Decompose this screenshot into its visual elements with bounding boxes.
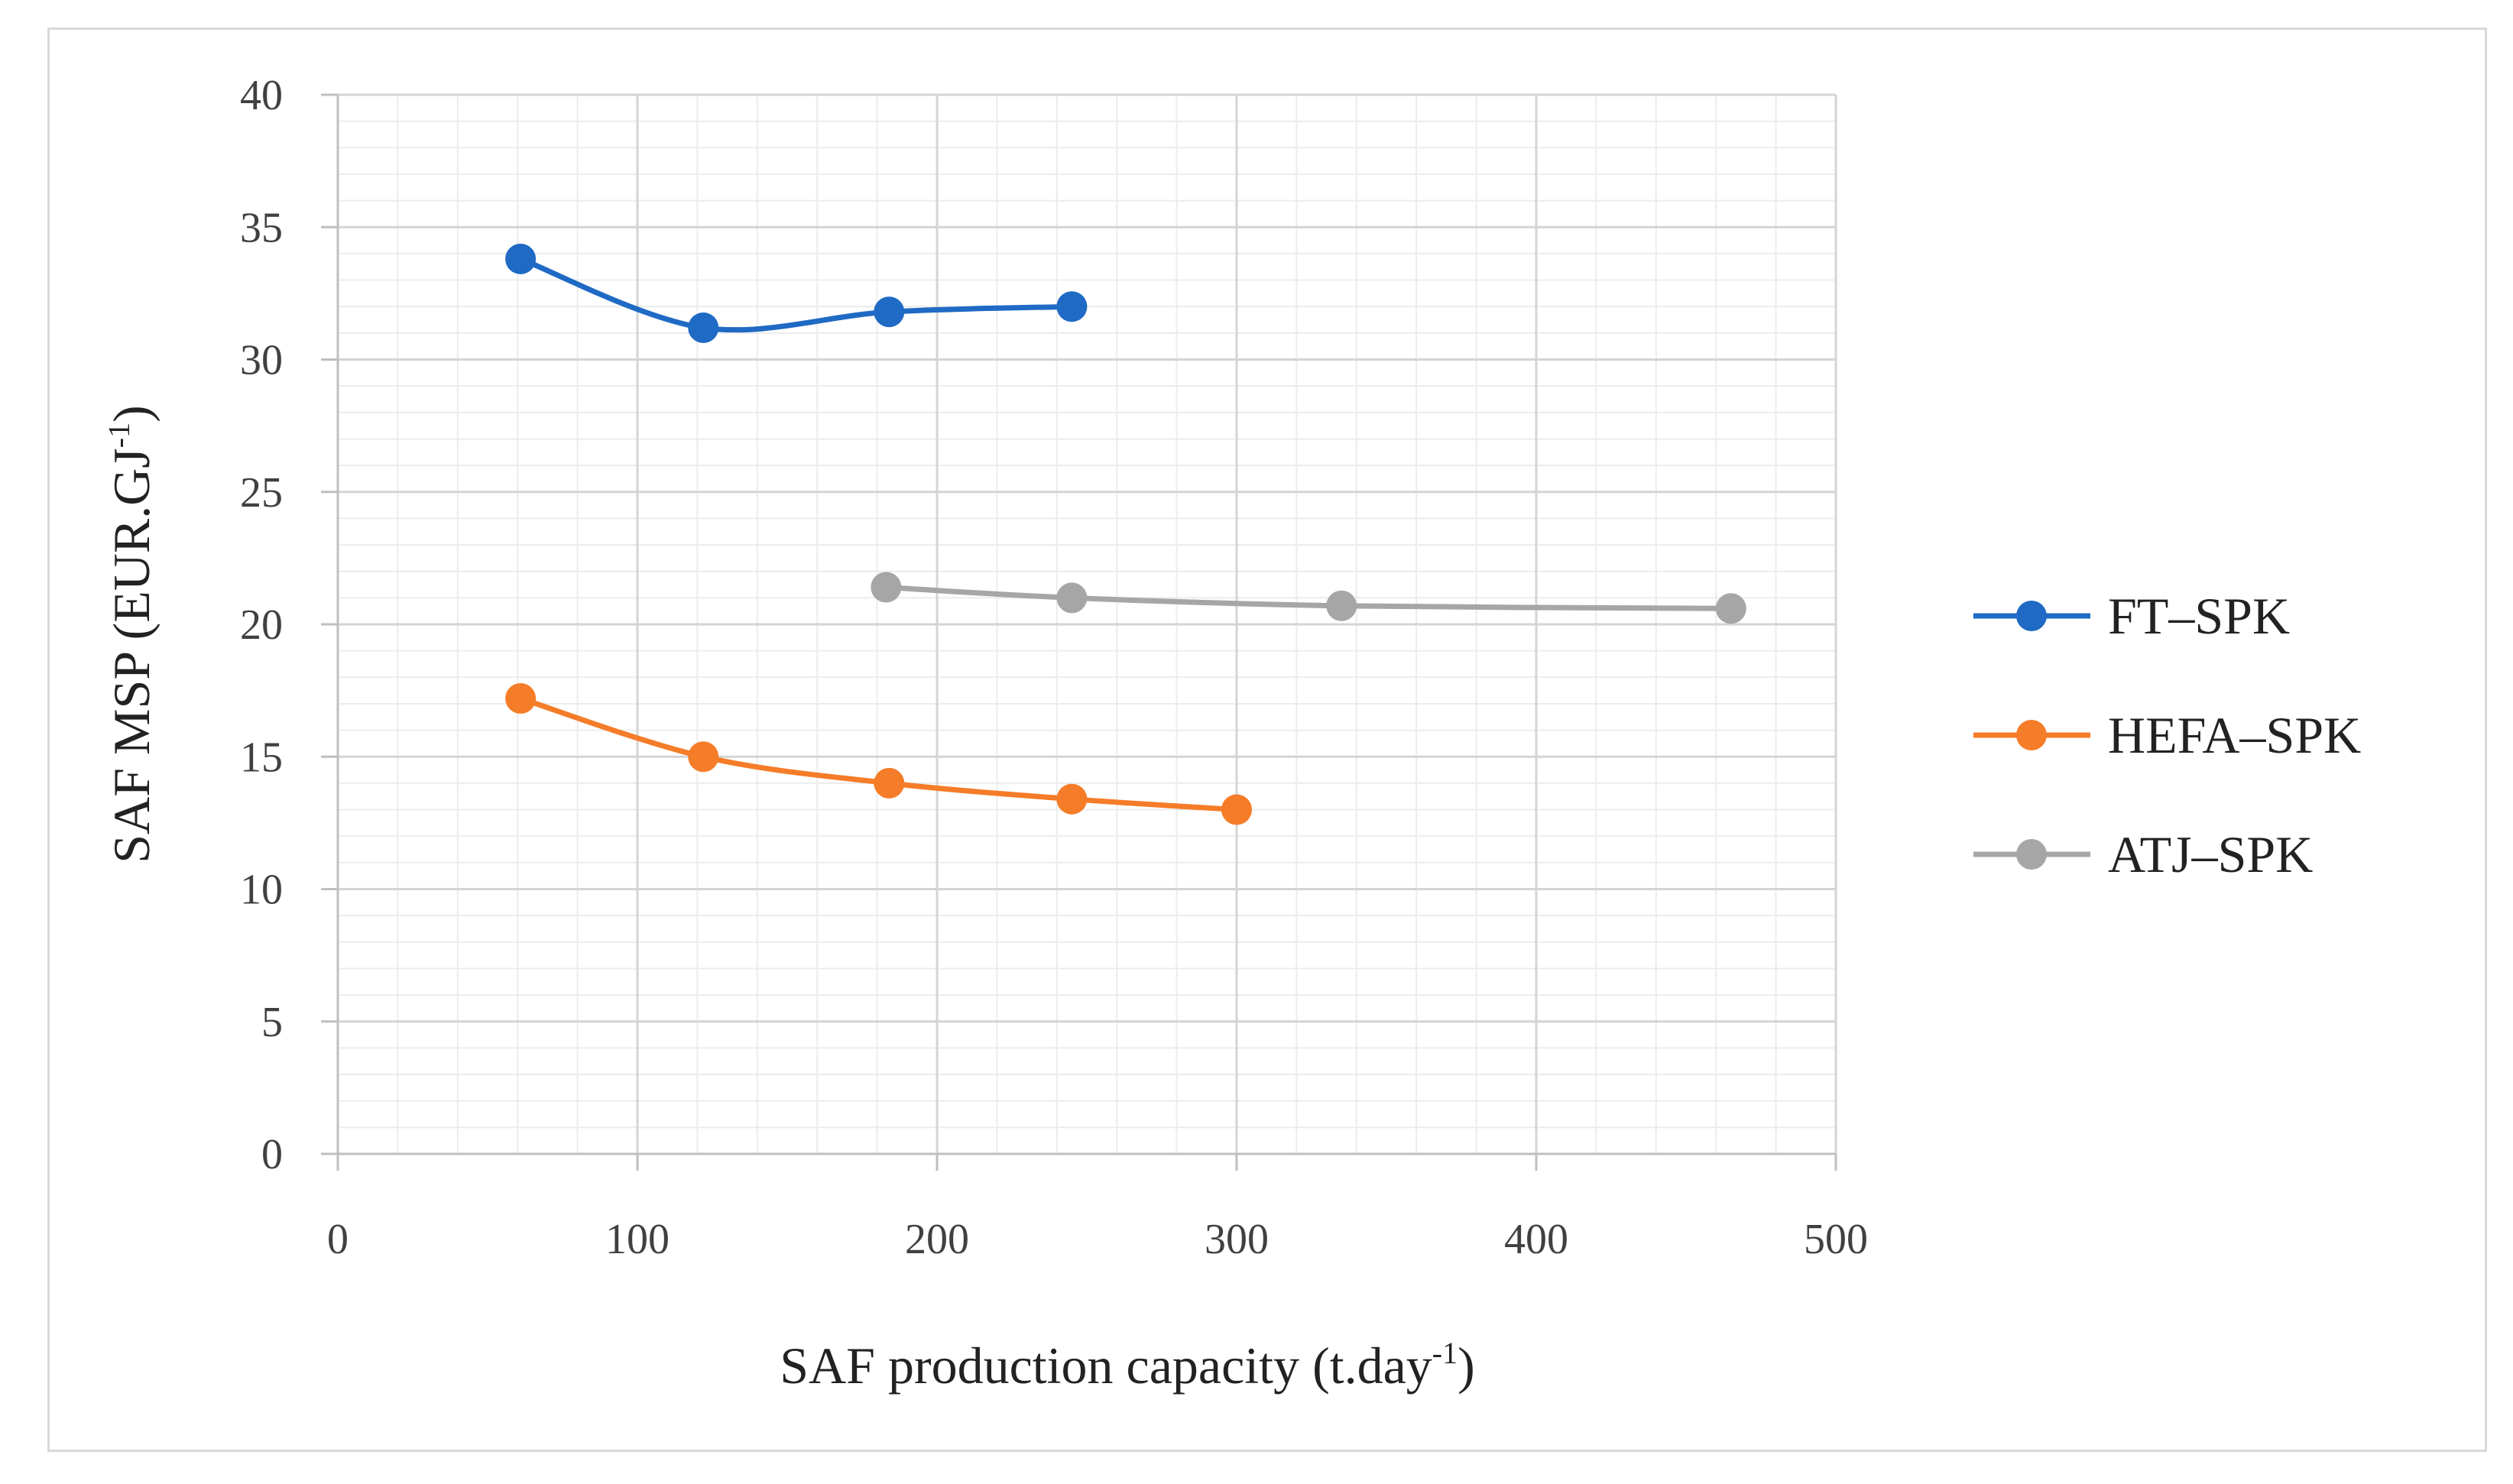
- legend-label-atj-spk: ATJ–SPK: [2108, 825, 2313, 883]
- y-tick-label: 20: [240, 601, 283, 649]
- y-tick-label: 5: [261, 999, 283, 1046]
- series-atj-spk: [871, 572, 1746, 624]
- chart-frame: [47, 28, 2487, 1452]
- series-ft-spk: [505, 243, 1088, 343]
- legend-label-ft-spk: FT–SPK: [2108, 587, 2290, 645]
- y-tick-label: 10: [240, 867, 283, 914]
- data-point-hefa-spk: [874, 767, 905, 799]
- x-tick-label: 100: [605, 1216, 670, 1263]
- y-tick-label: 40: [240, 72, 283, 119]
- x-tick-label: 0: [327, 1216, 349, 1263]
- y-tick-label: 30: [240, 337, 283, 384]
- x-tick-label: 300: [1205, 1216, 1269, 1263]
- legend-marker-hefa-spk: [2016, 720, 2047, 750]
- data-point-ft-spk: [505, 243, 537, 274]
- grid: [338, 93, 1837, 1154]
- series-hefa-spk: [505, 683, 1252, 825]
- data-point-atj-spk: [1056, 582, 1088, 614]
- y-tick-label: 25: [240, 469, 283, 517]
- x-tick-label: 200: [905, 1216, 969, 1263]
- data-point-atj-spk: [871, 572, 902, 603]
- legend: FT–SPK HEFA–SPK ATJ–SPK: [1973, 587, 2361, 883]
- data-point-ft-spk: [1056, 291, 1088, 322]
- legend-marker-atj-spk: [2016, 839, 2047, 870]
- y-tick-label: 0: [261, 1131, 283, 1178]
- y-tick-label: 15: [240, 734, 283, 781]
- x-tick-label: 400: [1504, 1216, 1568, 1263]
- data-point-atj-spk: [1326, 590, 1357, 621]
- legend-label-hefa-spk: HEFA–SPK: [2108, 706, 2361, 764]
- data-point-hefa-spk: [505, 683, 537, 714]
- x-axis-title: SAF production capacity (t.day-1): [780, 1336, 1475, 1395]
- x-tick-label: 500: [1804, 1216, 1868, 1263]
- data-point-ft-spk: [688, 312, 719, 343]
- data-point-ft-spk: [874, 296, 905, 328]
- series-line-ft-spk: [517, 256, 1075, 333]
- legend-marker-ft-spk: [2016, 601, 2047, 631]
- data-point-hefa-spk: [688, 741, 719, 773]
- series: [505, 243, 1746, 825]
- series-line-atj-spk: [883, 584, 1734, 611]
- axes: [321, 93, 1837, 1171]
- data-point-hefa-spk: [1221, 794, 1252, 825]
- y-tick-label: 35: [240, 204, 283, 251]
- data-point-hefa-spk: [1056, 783, 1088, 815]
- y-axis-title: SAF MSP (EUR.GJ-1): [102, 405, 161, 864]
- data-point-atj-spk: [1715, 593, 1746, 624]
